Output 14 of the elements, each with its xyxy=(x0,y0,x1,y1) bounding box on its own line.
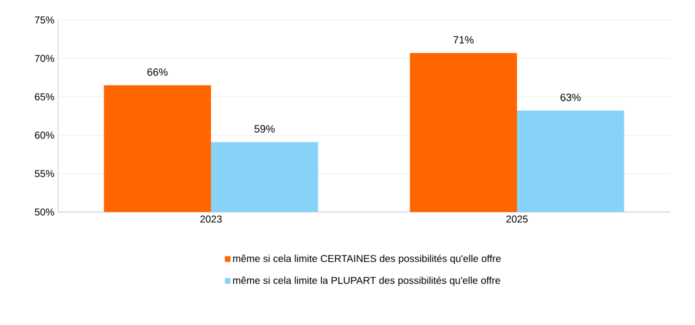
y-tick-label: 70% xyxy=(34,54,54,62)
x-tick-label: 2023 xyxy=(200,216,222,223)
y-tick-label: 50% xyxy=(34,208,54,216)
y-tick-label: 75% xyxy=(34,16,54,24)
data-label: 71% xyxy=(453,36,474,44)
x-tick-label: 2025 xyxy=(506,216,528,223)
y-tick-label: 60% xyxy=(34,132,54,139)
y-tick-label: 55% xyxy=(34,170,54,178)
data-label: 59% xyxy=(254,125,275,133)
y-tick-label: 65% xyxy=(34,93,54,100)
legend-label: même si cela limite CERTAINES des possibilités qu'elle offre xyxy=(233,254,501,264)
data-label: 63% xyxy=(560,94,581,102)
legend-label: même si cela limite la PLUPART des possibilités qu'elle offre xyxy=(233,276,500,286)
data-label: 66% xyxy=(147,68,168,76)
